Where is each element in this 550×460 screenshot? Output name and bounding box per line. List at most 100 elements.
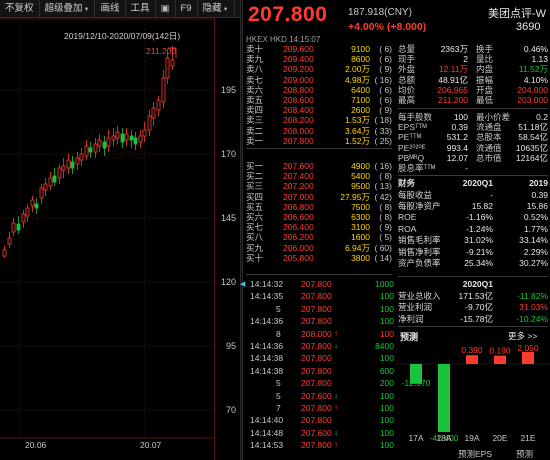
stat-value: 4.10%: [523, 74, 548, 85]
level-volume: 6300: [351, 212, 370, 222]
stat-value: 51.18亿: [518, 122, 548, 133]
trade-row[interactable]: 14:14:36 207.800 ↓ 8400: [250, 340, 394, 352]
arrow-down-icon: ↓: [334, 390, 338, 400]
stat-label: 流通盘: [476, 122, 502, 133]
collapse-arrow-icon[interactable]: ◀: [240, 281, 246, 288]
level-count: ( 60): [374, 242, 392, 253]
trade-row[interactable]: 14:14:40 207.800 100: [250, 414, 394, 426]
bid-row: 买十 205.800 3800 ( 14): [246, 253, 392, 263]
stat-label: 现手: [398, 54, 416, 65]
level-count: ( 33): [374, 125, 392, 136]
bid-row: 买七 206.400 3100 ( 9): [246, 222, 392, 232]
trade-row[interactable]: 14:14:38 207.800 100: [250, 352, 394, 364]
ask-row: 卖九 209.400 8600 ( 6): [246, 54, 392, 64]
level-count: ( 5): [379, 232, 392, 243]
y-tick-label: 195: [220, 85, 236, 95]
y-tick-label: 95: [225, 341, 236, 351]
level-label: 买十: [246, 252, 264, 263]
trade-row[interactable]: 5 207.800 200: [250, 377, 394, 389]
fin-label: 销售净利率: [398, 246, 441, 257]
layout-icon[interactable]: ▣: [156, 0, 176, 18]
trade-price: 207.800: [301, 291, 332, 302]
candle-body: [170, 59, 175, 67]
trade-time: 14:14:48: [250, 427, 284, 438]
candle-body: [111, 135, 116, 141]
order-book-separator: [246, 148, 392, 149]
level-price: 209.600: [283, 44, 314, 54]
trade-row[interactable]: 14:14:38 207.800 600: [250, 365, 394, 377]
trade-row[interactable]: 5 207.600 ↓ 100: [250, 390, 394, 402]
stat-label: 流通值: [476, 142, 502, 153]
trade-time: 14:14:40: [250, 415, 284, 426]
trade-row[interactable]: 14:14:35 207.800 100: [250, 290, 394, 302]
level-price: 208.200: [283, 115, 314, 126]
finance-bottom-separator: [398, 326, 548, 327]
level-label: 卖五: [246, 95, 264, 105]
x-tick-label: 20.07: [140, 440, 162, 450]
chart-toolbar: 不复权 超级叠加▼ 画线 工具 ▣ F9 隐藏▼: [0, 0, 240, 18]
trade-row[interactable]: 14:14:53 207.800 ↑ 100: [250, 439, 394, 451]
level-count: ( 13): [374, 181, 392, 192]
fin-value: -11.82%: [516, 291, 548, 301]
price-axis: 195 170 145 120 95 70: [214, 18, 240, 460]
trade-row[interactable]: 8 208.000 ↑ 100: [250, 328, 394, 340]
forecast-bar: [410, 364, 422, 384]
fin-value: -10.24%: [516, 313, 548, 324]
candle-body: [142, 129, 147, 137]
toolbar-button-6[interactable]: 隐藏▼: [198, 0, 235, 18]
toolbar-button-3[interactable]: 工具: [126, 0, 156, 18]
stat-value: 0.46%: [523, 44, 548, 54]
forecast-tab: 预测: [516, 449, 533, 459]
level-volume: 27.95万: [340, 191, 370, 202]
more-link[interactable]: 更多 >>: [508, 330, 537, 342]
level-volume: 9500: [351, 181, 370, 192]
candle-body: [161, 77, 166, 103]
arrow-up-icon: ↑: [334, 440, 338, 450]
toolbar-label: 画线: [100, 2, 120, 14]
candle-body: [16, 223, 21, 231]
trade-price: 207.800: [301, 341, 332, 351]
trade-row[interactable]: 14:14:36 207.800 100: [250, 315, 394, 327]
candle-body: [97, 139, 102, 147]
trade-row[interactable]: 14:14:48 207.600 ↓ 100: [250, 427, 394, 439]
candlestick-chart[interactable]: 20.06 20.07: [0, 18, 214, 460]
trade-row[interactable]: 5 207.800 100: [250, 303, 394, 315]
arrow-down-icon: ↓: [334, 427, 338, 437]
forecast-bar: [438, 364, 450, 432]
candle-body: [151, 107, 156, 119]
toolbar-button-2[interactable]: 画线: [95, 0, 126, 18]
finance-row: ROE -1.16% 0.52%: [398, 212, 548, 223]
stat-value: 12.07: [446, 152, 468, 163]
fin-value: 31.03%: [519, 302, 548, 313]
chart-bg: [0, 18, 214, 460]
ask-row: 卖一 207.800 1.52万 ( 25): [246, 136, 392, 146]
y-tick-label: 70: [225, 405, 236, 415]
stat-label: 总股本: [476, 132, 502, 143]
trade-row[interactable]: 14:14:32 207.800 1000: [250, 278, 394, 290]
candle-body: [39, 187, 44, 199]
level-volume: 1.53万: [344, 115, 370, 126]
fin-value: 15.82: [471, 200, 493, 211]
stock-name: 美团点评-W: [488, 8, 547, 20]
level-count: ( 9): [379, 105, 392, 116]
trade-time: 7: [276, 403, 281, 413]
candle-body: [70, 161, 75, 169]
forecast-category-label: 21E: [520, 433, 535, 443]
trade-row[interactable]: 7 207.800 ↑ 100: [250, 402, 394, 414]
trade-time: 14:14:53: [250, 440, 284, 451]
finance-row: 每股净资产 15.82 15.86: [398, 201, 548, 212]
forecast-bar-label: -42.400: [430, 433, 459, 443]
level-label: 买二: [246, 171, 264, 182]
toolbar-button-1[interactable]: 超级叠加▼: [40, 0, 96, 18]
candle-body: [129, 135, 134, 141]
toolbar-button-0[interactable]: 不复权: [0, 0, 40, 18]
level-price: 207.400: [283, 171, 314, 182]
panel-divider[interactable]: [240, 0, 243, 460]
arrow-up-icon: ↑: [334, 403, 338, 412]
level-volume: 2600: [351, 105, 370, 116]
stat-value: 48.91亿: [438, 74, 468, 85]
toolbar-button-5[interactable]: F9: [176, 0, 198, 18]
level-count: ( 8): [379, 171, 392, 182]
level-price: 208.800: [283, 84, 314, 95]
